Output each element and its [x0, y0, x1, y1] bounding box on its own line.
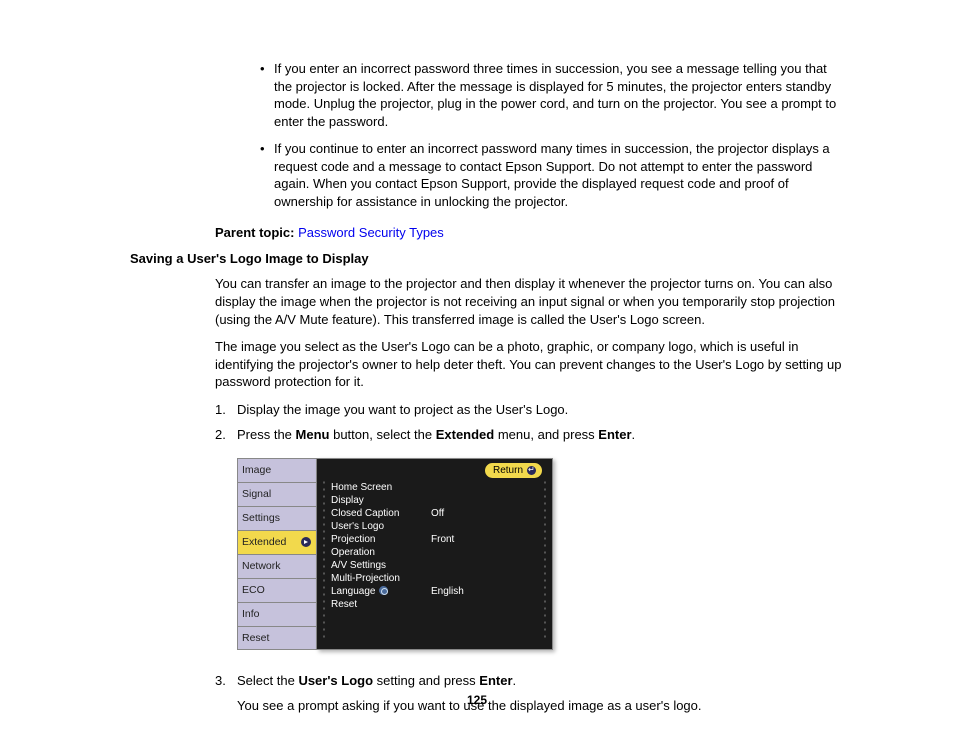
- page-number: 125: [0, 692, 954, 708]
- panel-item-label: User's Logo: [331, 520, 431, 534]
- step-2: 2. Press the Menu button, select the Ext…: [215, 426, 844, 444]
- text-bold: Enter: [598, 427, 631, 442]
- menu-panel: Return Home ScreenDisplayClosed CaptionO…: [317, 458, 553, 650]
- menu-tab-image[interactable]: Image: [237, 458, 317, 482]
- panel-item-label: Language: [331, 585, 431, 599]
- bullet-marker: •: [260, 60, 274, 130]
- panel-item-label: Home Screen: [331, 481, 431, 495]
- panel-row[interactable]: User's Logo: [331, 520, 542, 533]
- panel-item-label: Multi-Projection: [331, 572, 431, 586]
- menu-tab-reset[interactable]: Reset: [237, 626, 317, 650]
- paragraph: You can transfer an image to the project…: [215, 275, 844, 328]
- menu-tabs: ImageSignalSettingsExtendedNetworkECOInf…: [237, 458, 317, 650]
- bullet-item: • If you enter an incorrect password thr…: [260, 60, 844, 130]
- panel-item-label: A/V Settings: [331, 559, 431, 573]
- globe-icon: [379, 586, 388, 595]
- return-button[interactable]: Return: [485, 463, 542, 479]
- menu-tab-extended[interactable]: Extended: [237, 530, 317, 554]
- menu-tab-signal[interactable]: Signal: [237, 482, 317, 506]
- chevron-right-icon: [301, 537, 311, 547]
- return-label: Return: [493, 464, 523, 478]
- text: button, select the: [329, 427, 435, 442]
- text: .: [513, 673, 517, 688]
- step-text: Display the image you want to project as…: [237, 401, 568, 419]
- panel-row[interactable]: Multi-Projection: [331, 572, 542, 585]
- panel-row[interactable]: Closed CaptionOff: [331, 507, 542, 520]
- panel-item-value: Front: [431, 533, 454, 547]
- panel-item-label: Operation: [331, 546, 431, 560]
- text: Select the: [237, 673, 298, 688]
- section-heading: Saving a User's Logo Image to Display: [130, 250, 844, 268]
- text-bold: Menu: [296, 427, 330, 442]
- panel-row[interactable]: ProjectionFront: [331, 533, 542, 546]
- warning-bullets: • If you enter an incorrect password thr…: [260, 60, 844, 210]
- text: Press the: [237, 427, 296, 442]
- panel-row[interactable]: Display: [331, 494, 542, 507]
- text-bold: User's Logo: [298, 673, 373, 688]
- bullet-marker: •: [260, 140, 274, 210]
- panel-row[interactable]: Home Screen: [331, 481, 542, 494]
- step-number: 3.: [215, 672, 237, 690]
- text: menu, and press: [494, 427, 598, 442]
- enter-icon: [527, 466, 536, 475]
- paragraph: The image you select as the User's Logo …: [215, 338, 844, 391]
- parent-topic-link[interactable]: Password Security Types: [298, 225, 444, 240]
- panel-item-label: Closed Caption: [331, 507, 431, 521]
- panel-row[interactable]: Reset: [331, 598, 542, 611]
- parent-topic-label: Parent topic:: [215, 225, 298, 240]
- step-1: 1. Display the image you want to project…: [215, 401, 844, 419]
- panel-item-value: Off: [431, 507, 444, 521]
- panel-row[interactable]: LanguageEnglish: [331, 585, 542, 598]
- panel-item-label: Display: [331, 494, 431, 508]
- menu-tab-settings[interactable]: Settings: [237, 506, 317, 530]
- bullet-item: • If you continue to enter an incorrect …: [260, 140, 844, 210]
- bullet-text: If you continue to enter an incorrect pa…: [274, 140, 844, 210]
- menu-tab-eco[interactable]: ECO: [237, 578, 317, 602]
- panel-row[interactable]: Operation: [331, 546, 542, 559]
- text-bold: Enter: [479, 673, 512, 688]
- step-number: 2.: [215, 426, 237, 444]
- bullet-text: If you enter an incorrect password three…: [274, 60, 844, 130]
- panel-item-label: Projection: [331, 533, 431, 547]
- step-number: 1.: [215, 401, 237, 419]
- panel-items: Home ScreenDisplayClosed CaptionOffUser'…: [331, 481, 542, 611]
- menu-tab-network[interactable]: Network: [237, 554, 317, 578]
- step-text: Select the User's Logo setting and press…: [237, 672, 516, 690]
- panel-edge-decor: [321, 479, 327, 641]
- panel-edge-decor: [542, 479, 548, 641]
- panel-item-value: English: [431, 585, 464, 599]
- text: .: [632, 427, 636, 442]
- step-3: 3. Select the User's Logo setting and pr…: [215, 672, 844, 690]
- panel-item-label: Reset: [331, 598, 431, 612]
- menu-tab-info[interactable]: Info: [237, 602, 317, 626]
- text-bold: Extended: [436, 427, 495, 442]
- text: setting and press: [373, 673, 479, 688]
- projector-menu-figure: ImageSignalSettingsExtendedNetworkECOInf…: [237, 458, 553, 650]
- panel-row[interactable]: A/V Settings: [331, 559, 542, 572]
- step-text: Press the Menu button, select the Extend…: [237, 426, 635, 444]
- parent-topic-line: Parent topic: Password Security Types: [215, 224, 844, 242]
